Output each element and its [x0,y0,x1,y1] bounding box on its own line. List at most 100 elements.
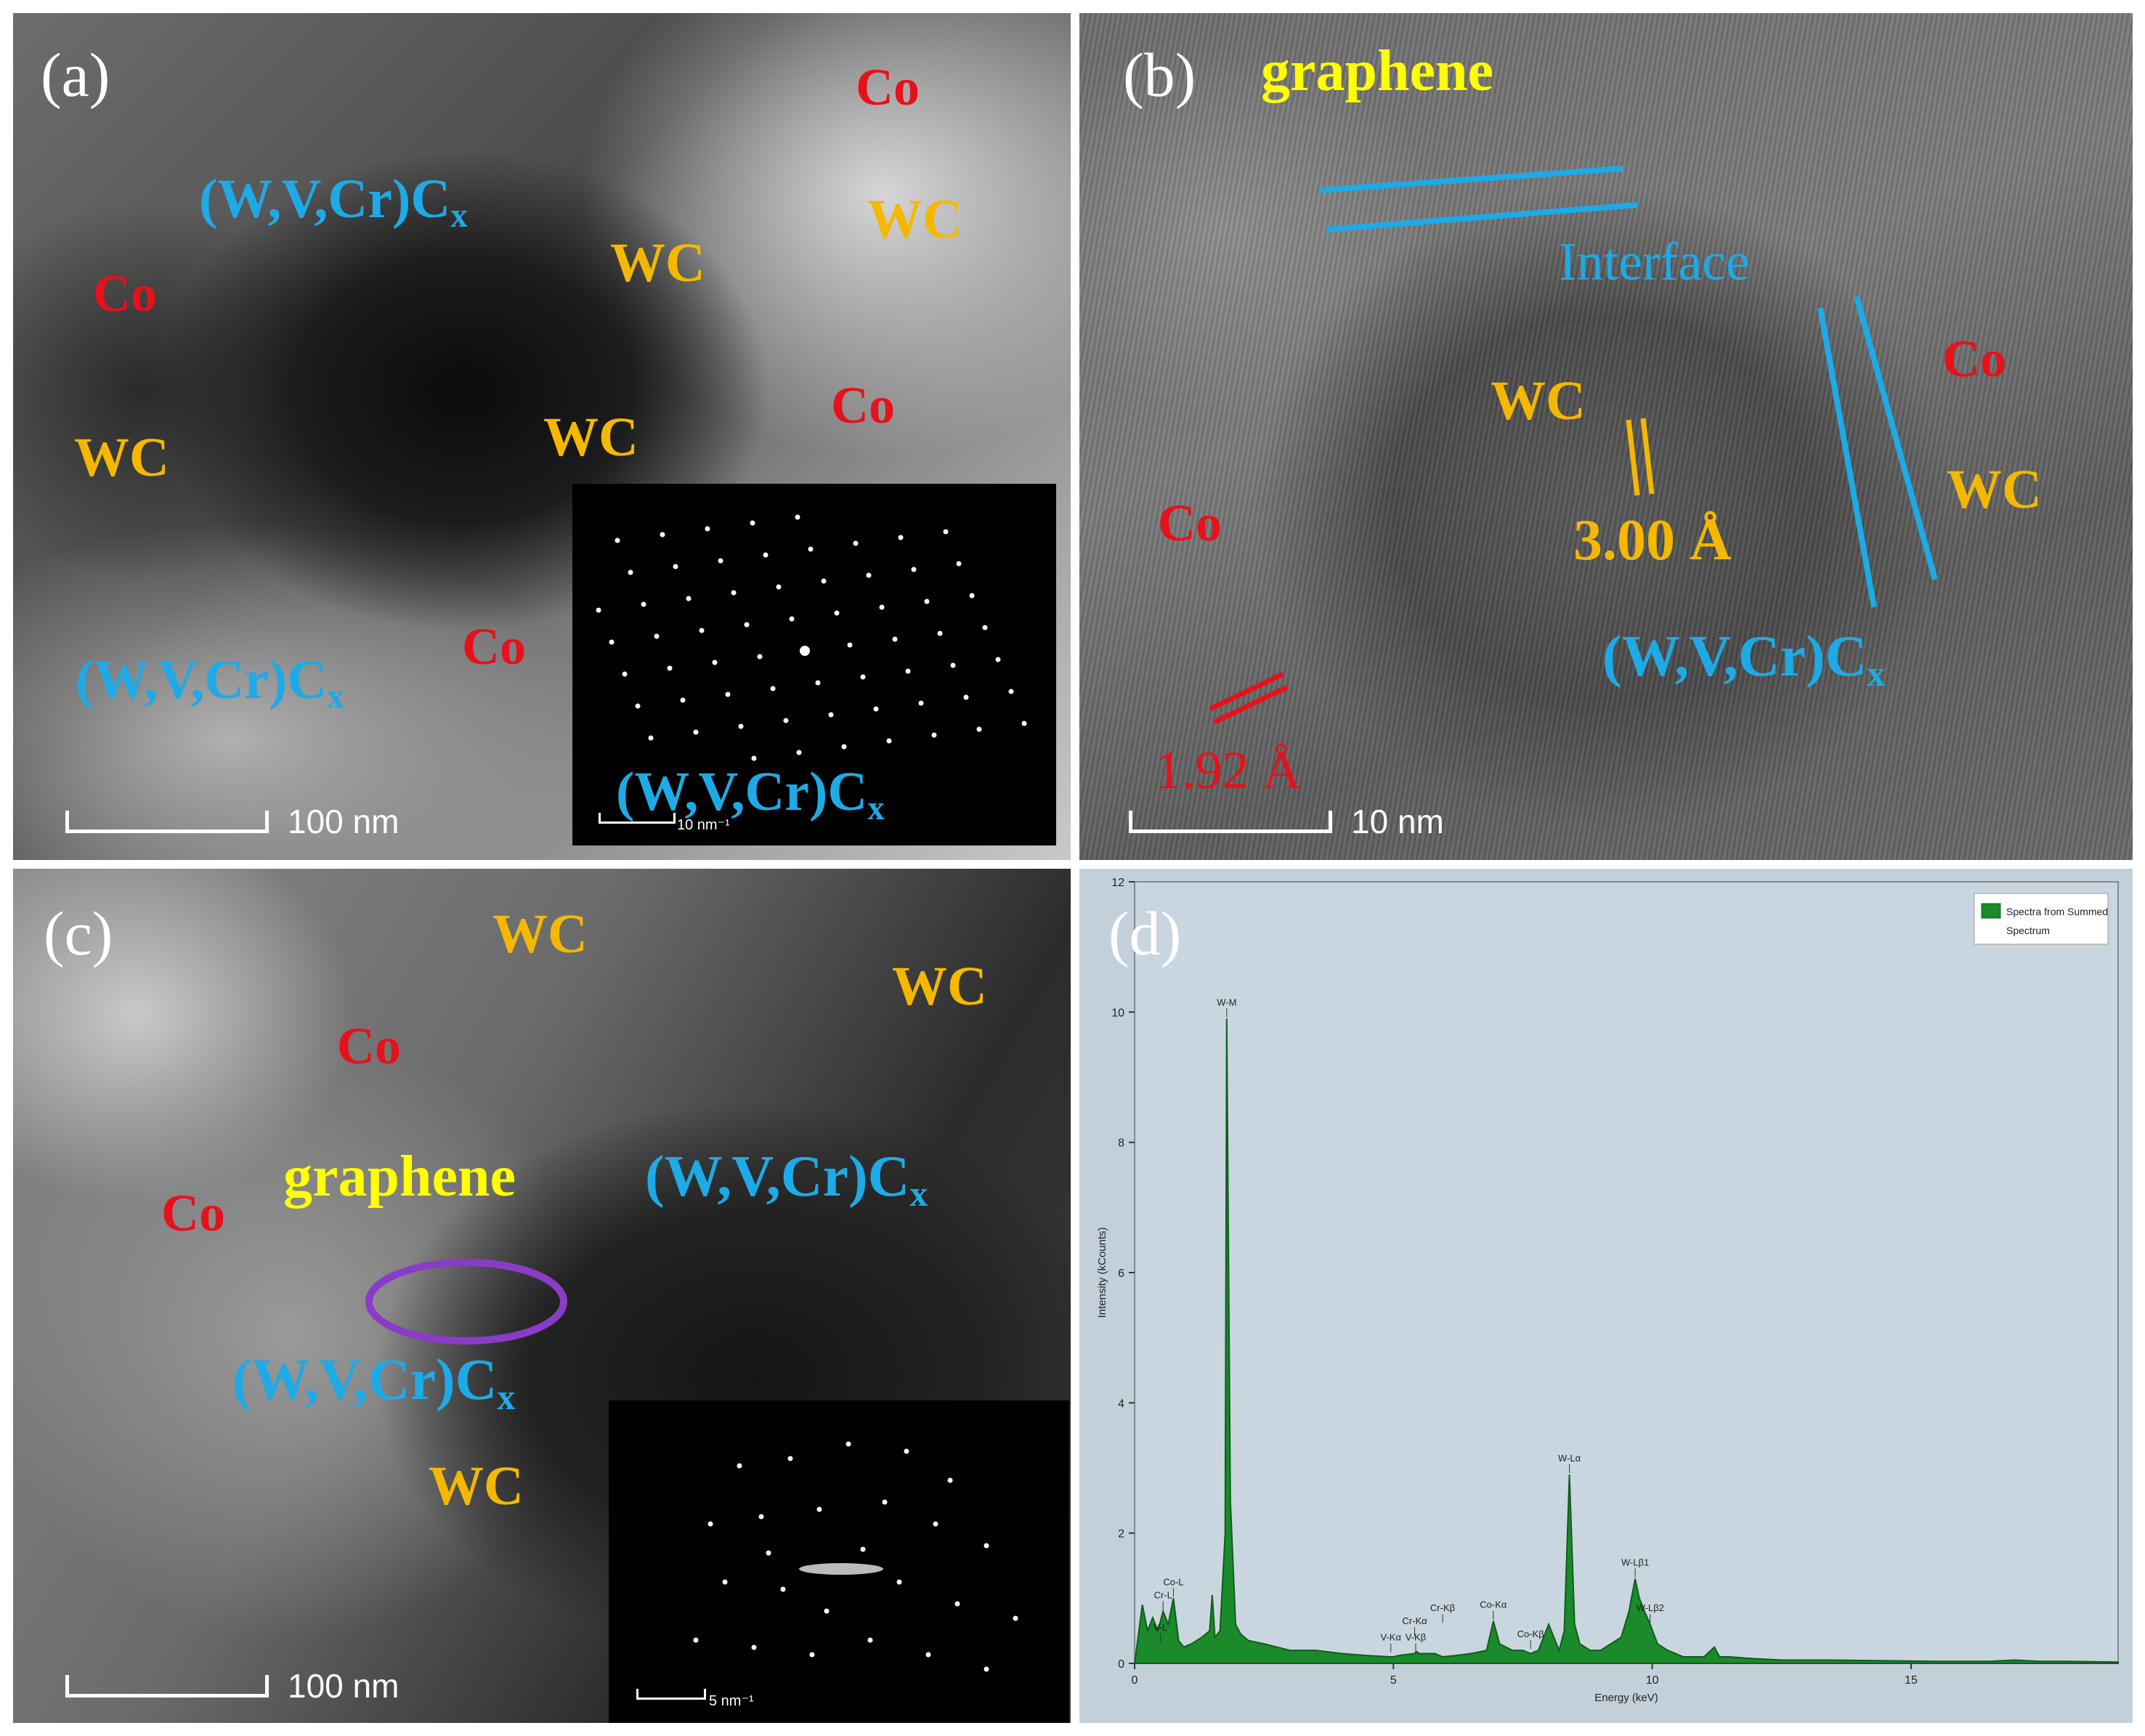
diffraction-spot [853,540,859,546]
diffraction-spot [808,546,814,552]
diffraction-spot [956,561,962,567]
y-tick-label: 8 [1118,1137,1124,1150]
diffraction-spot [860,1546,866,1552]
y-tick-label: 6 [1118,1267,1124,1280]
diffraction-spot [737,1463,742,1469]
peak-label: W-Lα [1558,1453,1581,1464]
label-co: Co [1158,494,1222,552]
lattice-markers [1209,166,1938,725]
d-spacing-co: 1.92 Å [1155,741,1302,800]
diffraction-spot [816,1506,822,1512]
diffraction-spot [898,535,904,540]
label-co: Co [1942,330,2006,388]
diffraction-spot [667,665,673,671]
diffraction-spot [660,532,665,538]
tem-panel-c: (c) WC WC Co graphene (W,V,Cr)Cx Co (W,V… [13,869,1071,1723]
label-wc: WC [892,956,987,1017]
label-co: Co [93,264,157,323]
diffraction-spot [933,1521,938,1527]
diffraction-spot [758,1514,764,1520]
diffraction-spot [673,564,678,569]
y-axis-label: Intensity (kCounts) [1096,1227,1108,1318]
label-co: Co [337,1017,401,1075]
peak-label: W-Lβ1 [1621,1557,1649,1567]
x-axis-label: Energy (keV) [1594,1692,1658,1704]
diffraction-spot [943,529,949,535]
label-wc: WC [429,1456,524,1517]
diffraction-spot [824,1608,830,1614]
peak-label: W-M [1217,997,1236,1007]
label-carbide: (W,V,Cr)Cx [199,169,468,235]
diffraction-spot [904,1448,909,1454]
diffraction-spot [654,633,660,639]
label-wc: WC [543,407,638,468]
label-wc: WC [610,232,705,293]
diffraction-spot [1013,1615,1018,1621]
beam-stop [799,1563,883,1575]
diffraction-spot [828,712,834,718]
diffraction-spot [911,567,917,572]
legend-box [1974,893,2109,945]
diffraction-spot [892,636,898,642]
diffraction-spot [744,622,750,628]
hrtem-panel-b: (b) graphene Interface Co WC WC Co 3.00 … [1079,13,2133,860]
panel-label-a: (a) [41,40,110,110]
plot-area [1134,881,2119,1664]
label-co: Co [831,376,895,434]
diffraction-spot [609,639,615,645]
diffraction-pattern [693,1441,1018,1672]
diffraction-spot [860,674,866,680]
diffraction-spot [738,723,744,729]
diffraction-spot [751,755,757,761]
diffraction-spot [787,1456,793,1461]
peak-label: W-Lβ2 [1637,1602,1664,1613]
label-wc: WC [1947,459,2042,520]
diffraction-spot [984,1666,989,1672]
diffraction-spot [918,700,924,706]
diffraction-spot [693,1637,699,1643]
diffraction-spot [800,646,810,656]
tem-panel-a: (a) Co (W,V,Cr)Cx WC WC Co Co WC WC Co (… [13,13,1071,860]
diffraction-spot [969,593,975,599]
diffraction-spot [750,520,755,526]
diffraction-spot [976,726,982,732]
label-carbide: (W,V,Cr)Cx [76,649,344,716]
diffraction-spot [757,654,763,660]
diffraction-spot [780,1586,786,1592]
label-wc: WC [867,189,962,250]
peak-label: V-Kα [1381,1632,1402,1643]
diffraction-spot [982,625,988,630]
diffraction-spot [770,686,776,691]
inset-label: (W,V,Cr)Cx [616,761,885,828]
diffraction-spot [867,1637,873,1643]
diffraction-spot [925,1652,931,1658]
diffraction-spot [615,538,620,543]
diffraction-spot [815,680,821,686]
x-tick-label: 15 [1905,1674,1918,1687]
diffraction-spot [963,694,969,700]
x-tick-label: 10 [1646,1674,1659,1687]
diffraction-spot [731,590,737,596]
legend-swatch [1981,903,2001,919]
diffraction-spot [1008,689,1014,694]
diffraction-spot [751,1644,757,1650]
diffraction-spot [882,1499,888,1505]
saed-inset: 5 nm⁻¹ [609,1400,1069,1723]
diffraction-spot [712,660,718,665]
peak-label: Cr-L [1154,1589,1172,1600]
x-tick-label: 0 [1132,1674,1138,1687]
peak-label: V-Kβ [1406,1632,1426,1643]
peak-label: Co-Kα [1480,1599,1507,1610]
d-spacing-wc: 3.00 Å [1573,508,1732,572]
diffraction-spot [809,1652,815,1658]
diffraction-spot [947,1477,953,1483]
diffraction-spot [1021,721,1027,726]
diffraction-spot [699,628,705,633]
label-co: Co [161,1184,225,1242]
y-tick-label: 2 [1118,1528,1124,1541]
diffraction-spot [995,657,1001,662]
saed-inset: (W,V,Cr)Cx 10 nm⁻¹ [572,484,1056,845]
legend: Spectra from Summed Spectrum [1974,893,2109,945]
label-carbide: (W,V,Cr)Cx [232,1348,516,1417]
diffraction-spot [937,630,943,636]
